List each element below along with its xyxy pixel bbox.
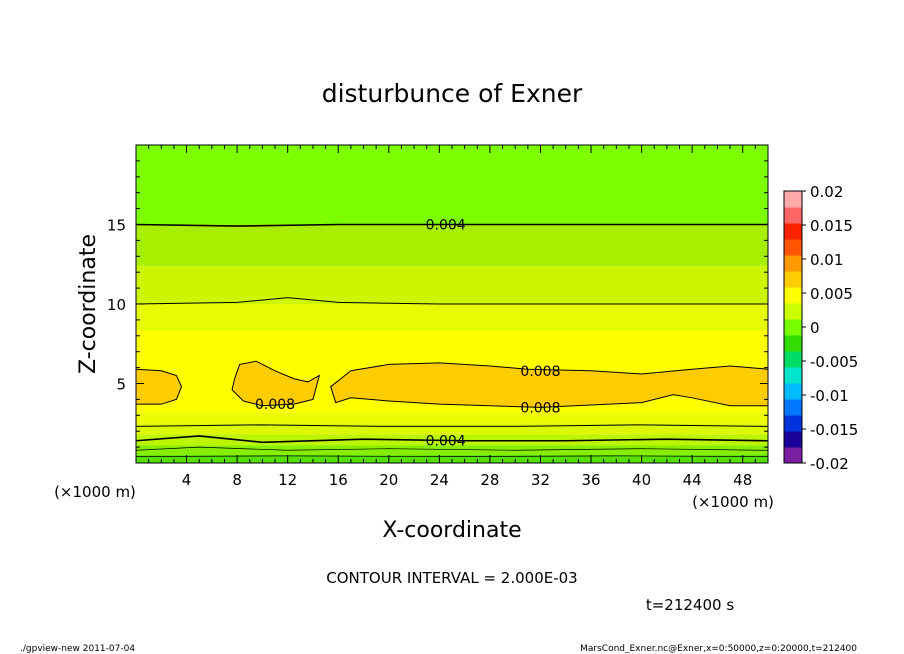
- contour-0.006-lower: [135, 424, 769, 427]
- y-axis-label: Z-coordinate: [76, 234, 101, 374]
- colorbar-tick-label: 0.01: [810, 251, 843, 269]
- high-value-region: [135, 360, 769, 408]
- y-tick-label: 10: [107, 296, 126, 314]
- contour-0.004-upper: [135, 223, 768, 227]
- contour-label: 0.004: [426, 218, 466, 234]
- colorbar-swatch: [784, 415, 802, 432]
- x-axis-label: X-coordinate: [382, 518, 521, 543]
- colorbar-swatch: [784, 223, 802, 240]
- x-tick-label: 16: [329, 471, 348, 489]
- heatmap-band: [136, 265, 768, 304]
- colorbar-swatch: [784, 239, 802, 256]
- colorbar-swatch: [784, 367, 802, 384]
- colorbar-tick-label: -0.02: [810, 455, 849, 473]
- contour-interval-text: CONTOUR INTERVAL = 2.000E-03: [326, 569, 577, 587]
- footer-left: ./gpview-new 2011-07-04: [20, 644, 135, 654]
- contour-0.008-region: [135, 368, 183, 405]
- x-tick-label: 20: [379, 471, 398, 489]
- colorbar-tick-label: -0.01: [810, 387, 849, 405]
- colorbar-tick-label: 0.02: [810, 183, 843, 201]
- heatmap-band: [136, 304, 768, 332]
- colorbar-tick-label: 0: [810, 319, 820, 337]
- colorbar-ticks: 0.02 0.015 0.01 0.005 0 -0.005 -0.01 -0.015 -0.0…: [802, 183, 858, 473]
- x-axis-ticks: 4 8 12 16 20 24 28 32 36 40 44 48: [135, 145, 769, 489]
- colorbar-swatch: [784, 351, 802, 368]
- contour-0.006-upper: [135, 297, 768, 305]
- contour-label: 0.008: [520, 364, 560, 380]
- y-tick-label: 15: [107, 217, 126, 235]
- chart-title: disturbunce of Exner: [322, 79, 583, 108]
- heatmap-band: [136, 423, 768, 435]
- x-tick-label: 32: [531, 471, 550, 489]
- footer-right: MarsCond_Exner.nc@Exner,x=0:50000,z=0:20…: [580, 644, 857, 654]
- colorbar-swatch: [784, 303, 802, 320]
- x-tick-label: 44: [683, 471, 702, 489]
- x-unit-label-left: (×1000 m): [54, 483, 136, 501]
- colorbar-swatch: [784, 399, 802, 416]
- colorbar-swatch: [784, 431, 802, 448]
- colorbar-swatch: [784, 287, 802, 304]
- colorbar-swatch: [784, 383, 802, 400]
- contour-label: 0.008: [255, 397, 295, 413]
- heatmap-band: [136, 412, 768, 424]
- contour-0.008-region: [231, 360, 321, 407]
- y-axis-ticks: 5 10 15: [107, 144, 768, 464]
- x-tick-label: 12: [278, 471, 297, 489]
- colorbar-tick-label: 0.015: [810, 217, 853, 235]
- heatmap-band: [136, 224, 768, 266]
- contour-0.004-lower: [135, 435, 769, 444]
- y-tick-label: 5: [116, 376, 126, 394]
- colorbar-swatch: [784, 319, 802, 336]
- x-tick-label: 4: [182, 471, 192, 489]
- x-unit-label-right: (×1000 m): [692, 493, 774, 511]
- colorbar-tick-label: 0.005: [810, 285, 853, 303]
- x-tick-label: 40: [632, 471, 651, 489]
- x-tick-label: 28: [480, 471, 499, 489]
- colorbar-tick-label: -0.015: [810, 421, 858, 439]
- x-tick-label: 24: [430, 471, 449, 489]
- heatmap-band: [136, 145, 768, 225]
- colorbar-swatch: [784, 207, 802, 224]
- colorbar: [783, 190, 803, 464]
- colorbar-swatch: [784, 255, 802, 272]
- x-tick-label: 36: [581, 471, 600, 489]
- contour-0.002-lower: [135, 446, 769, 451]
- x-tick-label: 48: [733, 471, 752, 489]
- colorbar-swatch: [784, 191, 802, 208]
- x-tick-label: 8: [232, 471, 242, 489]
- contour-label: 0.004: [426, 434, 466, 450]
- heatmap-band: [136, 445, 768, 456]
- contour-labels: 0.004 0.008 0.008 0.008 0.004: [255, 218, 561, 450]
- colorbar-swatch: [784, 447, 802, 464]
- colorbar-tick-label: -0.005: [810, 353, 858, 371]
- colorbar-swatch: [784, 271, 802, 288]
- contour-label: 0.008: [520, 400, 560, 416]
- colorbar-swatch: [784, 335, 802, 352]
- time-text: t=212400 s: [646, 596, 734, 614]
